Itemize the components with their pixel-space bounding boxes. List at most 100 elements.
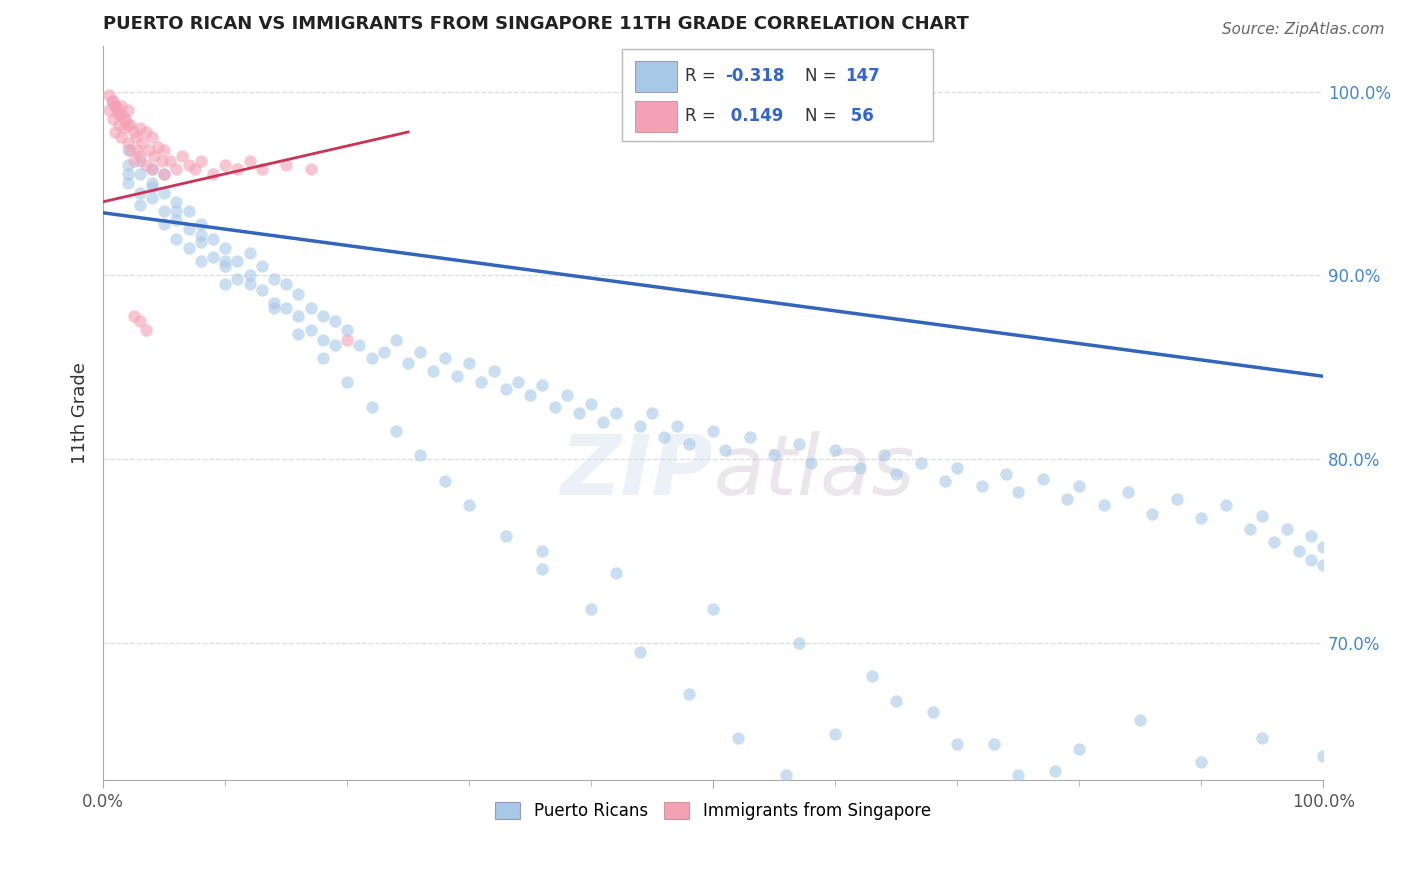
Point	[409, 345, 432, 359]
Point	[360, 351, 382, 365]
Point	[994, 467, 1017, 481]
Point	[238, 154, 260, 169]
Point	[678, 437, 700, 451]
Point	[860, 668, 883, 682]
Point	[177, 222, 200, 236]
Text: R =: R =	[685, 67, 721, 86]
Point	[934, 474, 956, 488]
Point	[800, 456, 823, 470]
Point	[177, 158, 200, 172]
Point	[714, 442, 737, 457]
Point	[458, 356, 481, 370]
Point	[165, 161, 187, 176]
Text: ZIP: ZIP	[561, 431, 713, 512]
Point	[665, 418, 688, 433]
Point	[165, 194, 187, 209]
Point	[214, 158, 236, 172]
Point	[112, 112, 135, 127]
Point	[1263, 534, 1285, 549]
Point	[214, 253, 236, 268]
Point	[131, 136, 153, 150]
Point	[263, 295, 285, 310]
Point	[118, 144, 141, 158]
Point	[141, 161, 163, 176]
Point	[117, 136, 139, 150]
Point	[910, 456, 932, 470]
Point	[128, 121, 150, 136]
Point	[276, 158, 298, 172]
Point	[263, 301, 285, 316]
Point	[226, 272, 249, 286]
Point	[1007, 768, 1029, 782]
Point	[884, 694, 907, 708]
Point	[763, 448, 786, 462]
Point	[1215, 498, 1237, 512]
Point	[787, 635, 810, 649]
Point	[641, 406, 664, 420]
Point	[543, 401, 565, 415]
Point	[172, 149, 194, 163]
Text: PUERTO RICAN VS IMMIGRANTS FROM SINGAPORE 11TH GRADE CORRELATION CHART: PUERTO RICAN VS IMMIGRANTS FROM SINGAPOR…	[103, 15, 969, 33]
Point	[1312, 749, 1334, 764]
Point	[678, 687, 700, 701]
Point	[738, 430, 761, 444]
Point	[125, 130, 148, 145]
Point	[336, 375, 359, 389]
Text: N =: N =	[804, 107, 842, 126]
Point	[592, 415, 614, 429]
Point	[299, 161, 322, 176]
Point	[104, 99, 127, 113]
Point	[1251, 508, 1274, 523]
Point	[183, 161, 205, 176]
Point	[385, 425, 408, 439]
Point	[128, 149, 150, 163]
Point	[531, 378, 554, 392]
Point	[568, 406, 591, 420]
Point	[128, 186, 150, 200]
Point	[150, 154, 173, 169]
Point	[1299, 529, 1322, 543]
Point	[299, 301, 322, 316]
Point	[702, 425, 724, 439]
Point	[190, 235, 212, 250]
Point	[226, 253, 249, 268]
Point	[519, 387, 541, 401]
Point	[135, 323, 157, 337]
Point	[433, 474, 456, 488]
Point	[336, 323, 359, 337]
Point	[98, 103, 121, 117]
Point	[628, 645, 651, 659]
Point	[238, 268, 260, 283]
Point	[117, 118, 139, 132]
Point	[143, 149, 166, 163]
Point	[128, 154, 150, 169]
Point	[531, 562, 554, 576]
Point	[1288, 543, 1310, 558]
Point	[114, 112, 136, 127]
Point	[141, 177, 163, 191]
Point	[458, 498, 481, 512]
Point	[1031, 472, 1053, 486]
Point	[299, 323, 322, 337]
Point	[104, 125, 127, 139]
Point	[385, 333, 408, 347]
Point	[250, 161, 273, 176]
Point	[287, 326, 309, 341]
Text: N =: N =	[804, 67, 842, 86]
Point	[1069, 742, 1091, 756]
Point	[146, 139, 169, 153]
Point	[1142, 507, 1164, 521]
Point	[1189, 755, 1212, 769]
Point	[824, 727, 846, 741]
Point	[946, 461, 969, 475]
Point	[238, 246, 260, 260]
Point	[787, 437, 810, 451]
Point	[579, 602, 602, 616]
Point	[118, 118, 141, 132]
Point	[336, 333, 359, 347]
Legend: Puerto Ricans, Immigrants from Singapore: Puerto Ricans, Immigrants from Singapore	[489, 796, 938, 827]
FancyBboxPatch shape	[636, 101, 676, 132]
Point	[110, 106, 132, 120]
Point	[946, 737, 969, 751]
Point	[135, 158, 157, 172]
